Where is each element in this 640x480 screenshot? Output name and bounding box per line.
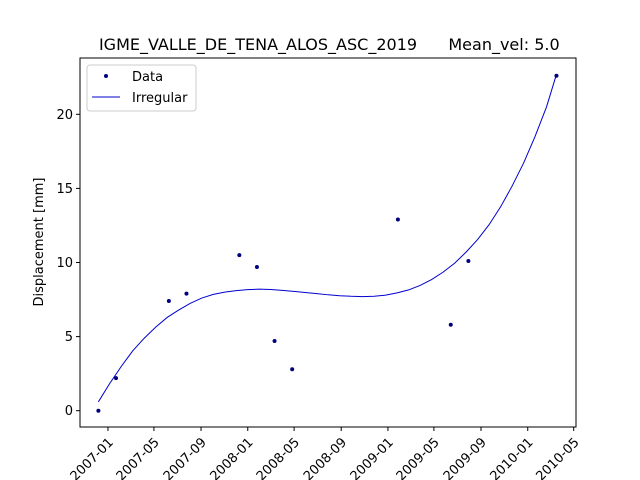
legend: Data Irregular — [86, 64, 197, 112]
y-tick-label: 5 — [65, 330, 73, 345]
data-point — [114, 376, 118, 381]
data-point — [96, 408, 101, 413]
plot-background — [80, 58, 576, 427]
data-point — [290, 367, 295, 372]
axes-frame — [79, 57, 577, 428]
data-point — [395, 217, 400, 222]
y-axis: 0 5 10 15 20 — [56, 108, 80, 419]
data-point — [448, 322, 453, 327]
y-tick-label: 10 — [56, 256, 73, 271]
series-layer — [96, 73, 559, 413]
data-point — [254, 264, 259, 269]
data-point — [554, 73, 559, 78]
data-point — [466, 259, 471, 264]
legend-data-label: Data — [132, 70, 163, 85]
legend-box — [86, 64, 197, 112]
series-line-irregular — [97, 74, 557, 403]
data-point — [272, 339, 277, 344]
legend-data-marker — [104, 74, 108, 78]
legend-irregular-label: Irregular — [132, 91, 188, 106]
data-point — [237, 253, 242, 258]
plot-area — [79, 57, 577, 428]
y-axis-label: Displacement [mm] — [32, 178, 47, 307]
y-tick-label: 20 — [56, 108, 73, 123]
data-point — [166, 299, 171, 304]
y-tick-label: 15 — [56, 182, 73, 197]
data-point — [184, 291, 189, 296]
chart-subtitle: Mean_vel: 5.0 — [448, 35, 559, 55]
chart-title: IGME_VALLE_DE_TENA_ALOS_ASC_2019 — [99, 35, 417, 55]
y-tick-label: 0 — [65, 404, 73, 419]
